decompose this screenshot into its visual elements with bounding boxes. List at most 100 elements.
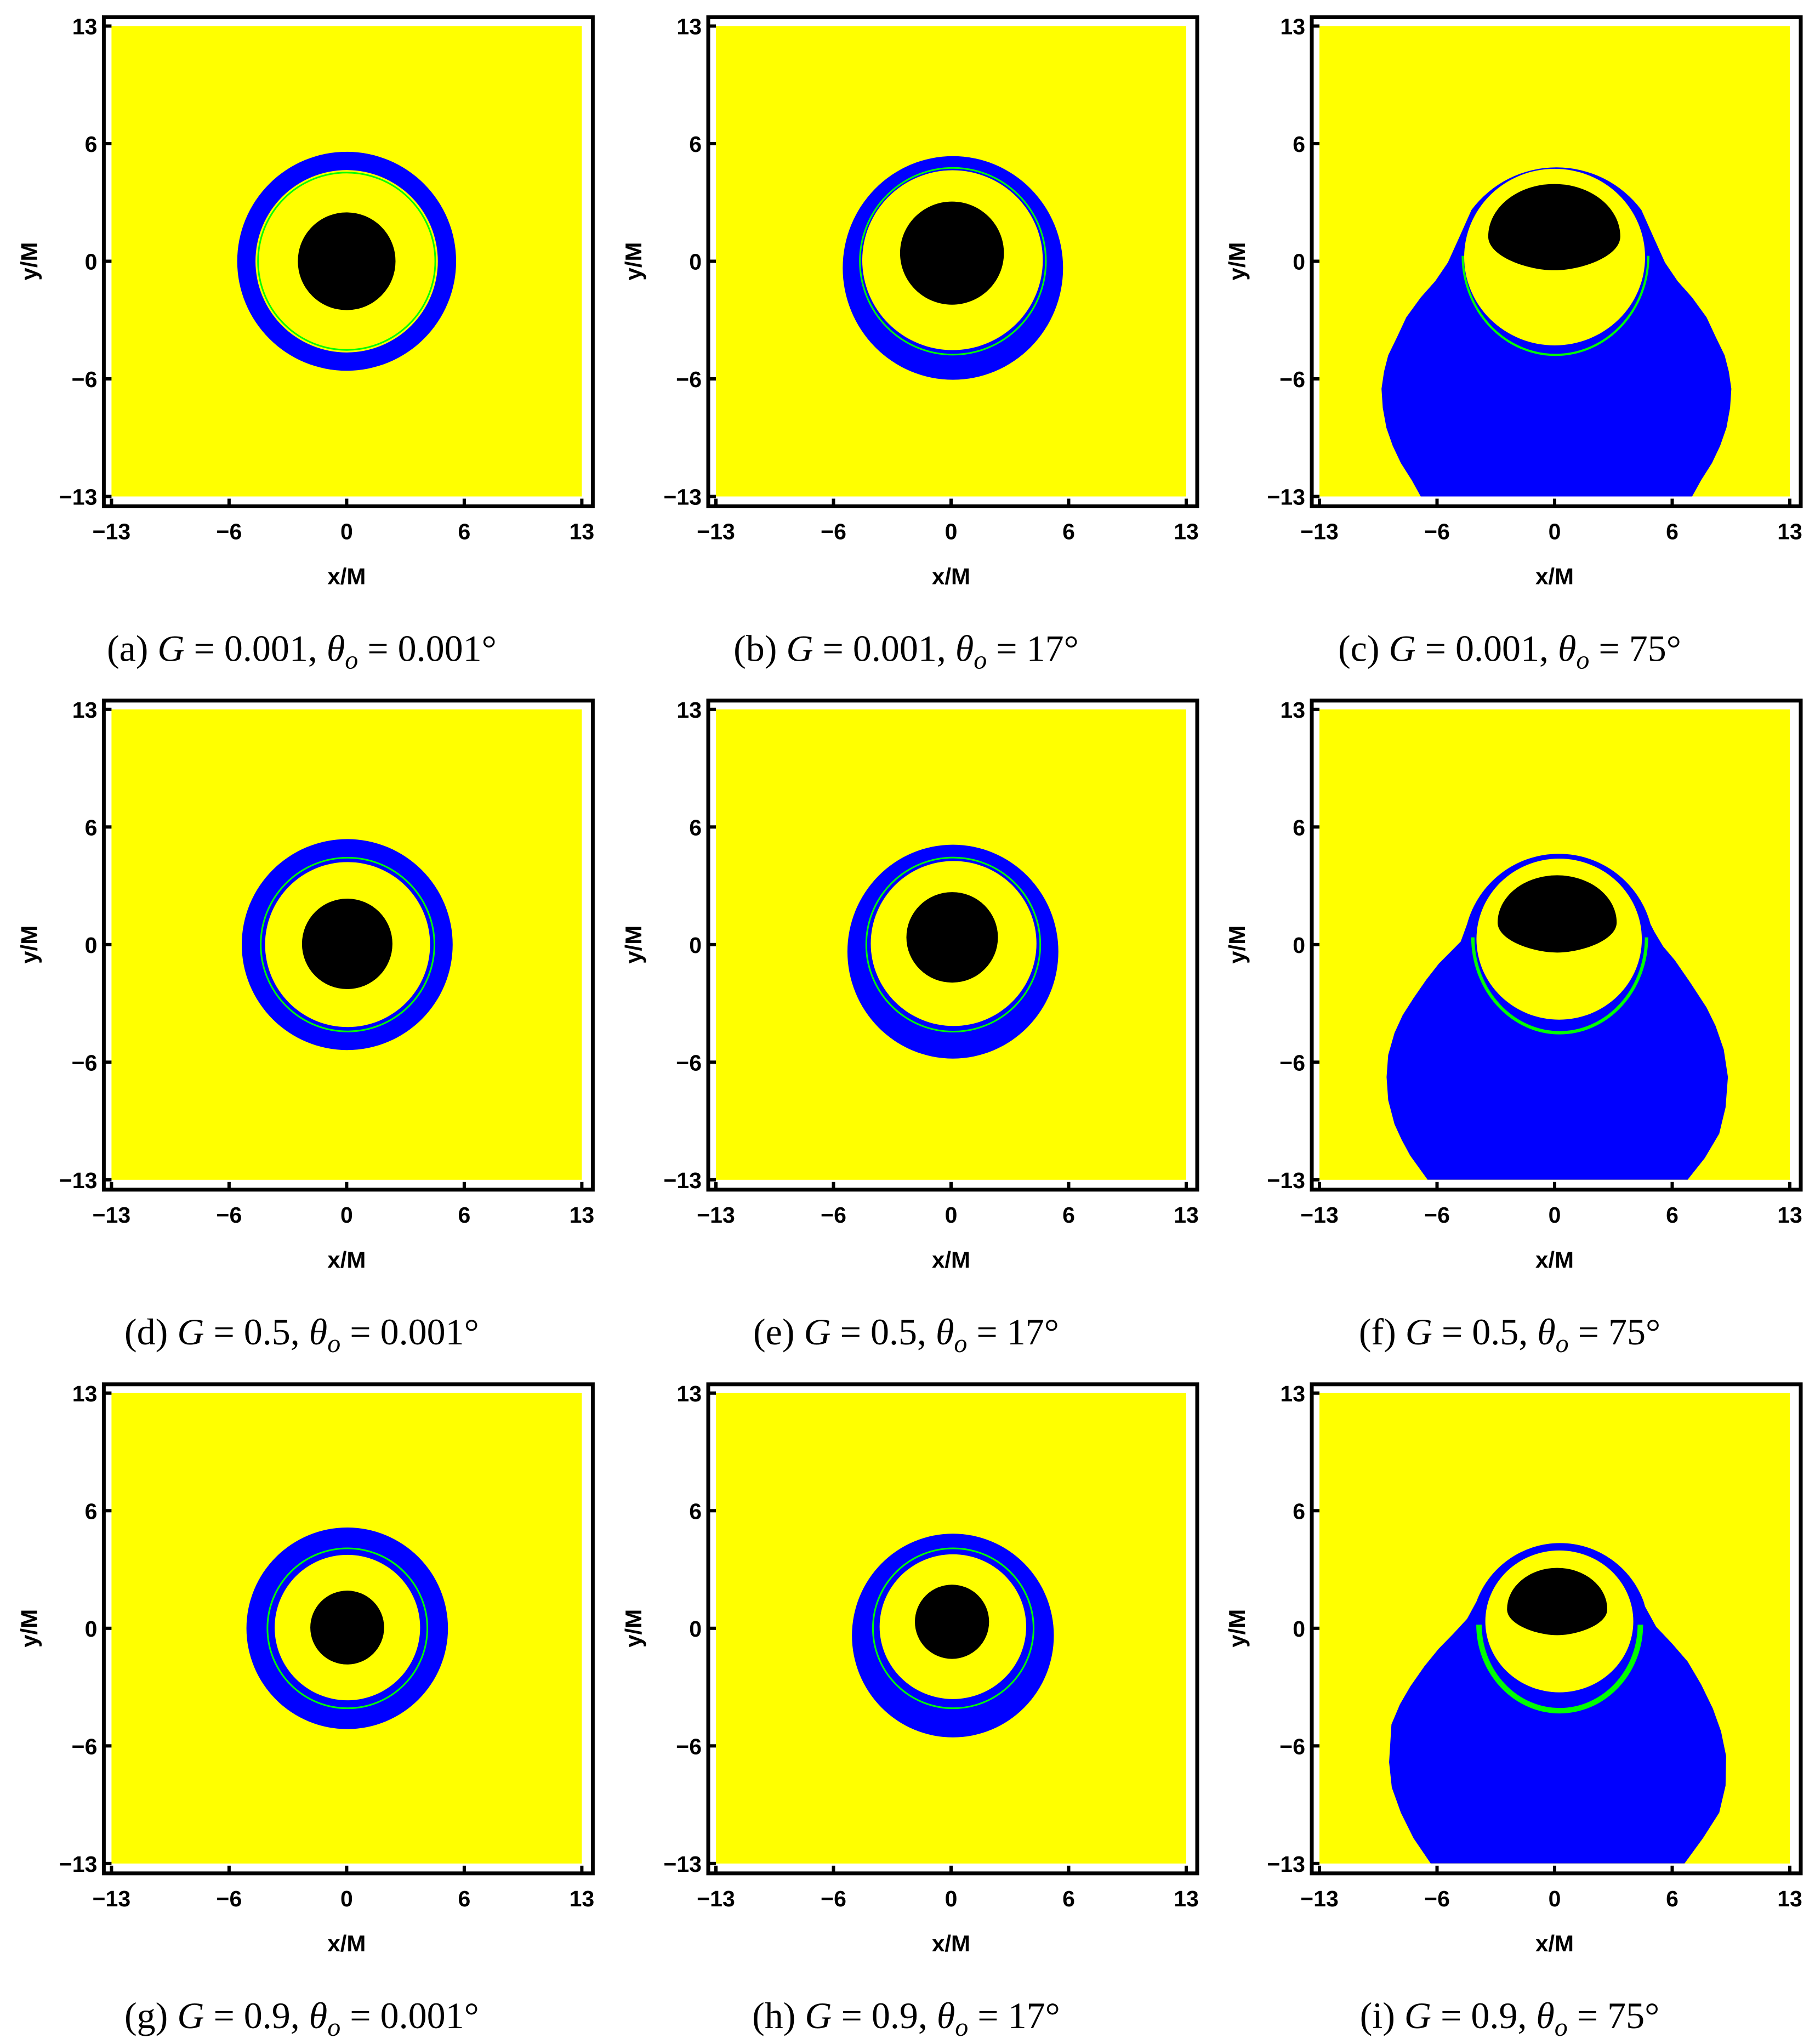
panel-b: −13 −13 −6 −6 0 0 6 6 13 13 x/M y/M (b) G = 0.001, θ… — [621, 14, 1199, 675]
x-tick-label: −13 — [697, 1886, 735, 1911]
x-tick-label: 6 — [1062, 519, 1075, 544]
y-tick-label: −6 — [676, 1734, 702, 1759]
y-tick-label: 13 — [72, 14, 98, 39]
x-tick-label: −6 — [821, 519, 846, 544]
y-axis-label: y/M — [621, 1609, 646, 1648]
caption-space — [148, 628, 157, 669]
caption-theta-symbol: θ — [1537, 1311, 1555, 1353]
panel-caption: (g) G = 0.9, θo = 0.001° — [124, 1995, 479, 2042]
y-tick-label: −13 — [663, 1168, 702, 1193]
caption-g-value: 0.001 — [853, 628, 937, 669]
y-tick-label: 0 — [689, 249, 702, 275]
caption-label: (a) — [107, 628, 148, 669]
y-tick-label: 13 — [676, 697, 702, 723]
caption-equals: = — [1432, 1311, 1472, 1353]
x-axis-label: x/M — [327, 1931, 366, 1956]
y-tick-label: 0 — [85, 249, 98, 275]
y-tick-label: 13 — [1280, 697, 1305, 723]
panel-d: −13 −13 −6 −6 0 0 6 6 13 13 x/M y/M (d) G = 0.5, θo … — [16, 697, 595, 1358]
caption-theta-value: 75° — [1607, 1995, 1659, 2036]
x-tick-label: −6 — [1424, 1202, 1450, 1228]
green-ring — [266, 1547, 429, 1710]
green-ring — [1476, 1625, 1643, 1714]
caption-equals: = — [340, 1995, 380, 2036]
caption-theta-value: 17° — [1027, 628, 1079, 669]
x-tick-label: 0 — [340, 1202, 353, 1228]
x-tick-label: −6 — [217, 1202, 242, 1228]
x-tick-label: 0 — [340, 1886, 353, 1911]
x-tick-label: −6 — [1424, 519, 1450, 544]
caption-theta-value: 17° — [1007, 1311, 1059, 1353]
caption-space — [795, 1995, 805, 2036]
caption-space — [795, 1311, 804, 1353]
y-tick-label: 0 — [689, 1616, 702, 1642]
y-tick-label: −6 — [72, 367, 98, 392]
caption-theta-symbol: θ — [937, 1995, 955, 2036]
blue-region — [1389, 1543, 1726, 1864]
black-region — [1488, 184, 1620, 270]
y-tick-label: −13 — [663, 1852, 702, 1877]
panel-e: −13 −13 −6 −6 0 0 6 6 13 13 x/M y/M (e) G = 0.5, θo … — [621, 697, 1199, 1358]
panel-g: −13 −13 −6 −6 0 0 6 6 13 13 x/M y/M (g) G = 0.9, θo … — [16, 1381, 595, 2042]
caption-equals: = — [1589, 628, 1629, 669]
caption-label: (b) — [733, 628, 777, 669]
y-tick-label: 0 — [85, 1616, 98, 1642]
green-ring — [859, 167, 1047, 356]
y-tick-label: −6 — [72, 1050, 98, 1075]
panel-caption: (d) G = 0.5, θo = 0.001° — [124, 1311, 479, 1358]
x-tick-label: 13 — [1777, 1202, 1802, 1228]
caption-g-symbol: G — [805, 1995, 832, 2036]
caption-space — [1396, 1311, 1406, 1353]
y-axis-label: y/M — [16, 1609, 42, 1648]
x-tick-label: −6 — [821, 1202, 846, 1228]
caption-theta-symbol: θ — [1536, 1995, 1554, 2036]
caption-theta-subscript: o — [1576, 646, 1589, 675]
caption-comma: , — [291, 1311, 309, 1353]
caption-g-symbol: G — [177, 1995, 204, 2036]
caption-equals: = — [1568, 1995, 1607, 2036]
caption-theta-value: 0.001° — [398, 628, 497, 669]
caption-theta-symbol: θ — [955, 628, 974, 669]
x-axis-label: x/M — [1535, 564, 1574, 589]
caption-theta-subscript: o — [327, 2013, 340, 2042]
x-axis-label: x/M — [1535, 1247, 1574, 1273]
y-tick-label: −13 — [59, 1852, 98, 1877]
x-tick-label: −13 — [93, 1886, 131, 1911]
black-region — [301, 898, 392, 989]
x-tick-label: 13 — [1174, 1886, 1199, 1911]
x-axis-label: x/M — [327, 564, 366, 589]
y-tick-label: 13 — [72, 1381, 98, 1406]
plot-area — [237, 151, 457, 371]
y-axis-label: y/M — [621, 242, 646, 280]
caption-label: (c) — [1338, 628, 1379, 669]
caption-label: (f) — [1359, 1311, 1396, 1353]
caption-g-symbol: G — [177, 1311, 204, 1353]
plot-area — [1386, 854, 1728, 1180]
y-tick-label: −13 — [1267, 1168, 1305, 1193]
x-tick-label: 13 — [1777, 519, 1802, 544]
caption-g-value: 0.9 — [1471, 1995, 1517, 2036]
x-tick-label: −13 — [93, 1202, 131, 1228]
x-tick-label: 0 — [1549, 1202, 1561, 1228]
green-ring — [257, 172, 436, 351]
caption-label: (h) — [752, 1995, 795, 2036]
caption-g-symbol: G — [1389, 628, 1416, 669]
plot-area — [1381, 167, 1732, 497]
x-axis-label: x/M — [932, 564, 970, 589]
x-tick-label: 13 — [570, 1202, 595, 1228]
y-tick-label: 13 — [1280, 1381, 1305, 1406]
x-tick-label: −6 — [1424, 1886, 1450, 1911]
panel-caption: (a) G = 0.001, θo = 0.001° — [107, 628, 497, 675]
x-tick-label: 0 — [945, 1886, 958, 1911]
caption-comma: , — [937, 628, 955, 669]
x-tick-label: 6 — [1666, 1202, 1679, 1228]
x-tick-label: 13 — [1174, 1202, 1199, 1228]
x-axis-label: x/M — [327, 1247, 366, 1273]
caption-g-value: 0.9 — [872, 1995, 918, 2036]
y-tick-label: 0 — [1293, 249, 1305, 275]
caption-equals: = — [1416, 628, 1455, 669]
y-tick-label: 13 — [676, 1381, 702, 1406]
caption-equals: = — [831, 1311, 870, 1353]
caption-g-value: 0.001 — [224, 628, 308, 669]
